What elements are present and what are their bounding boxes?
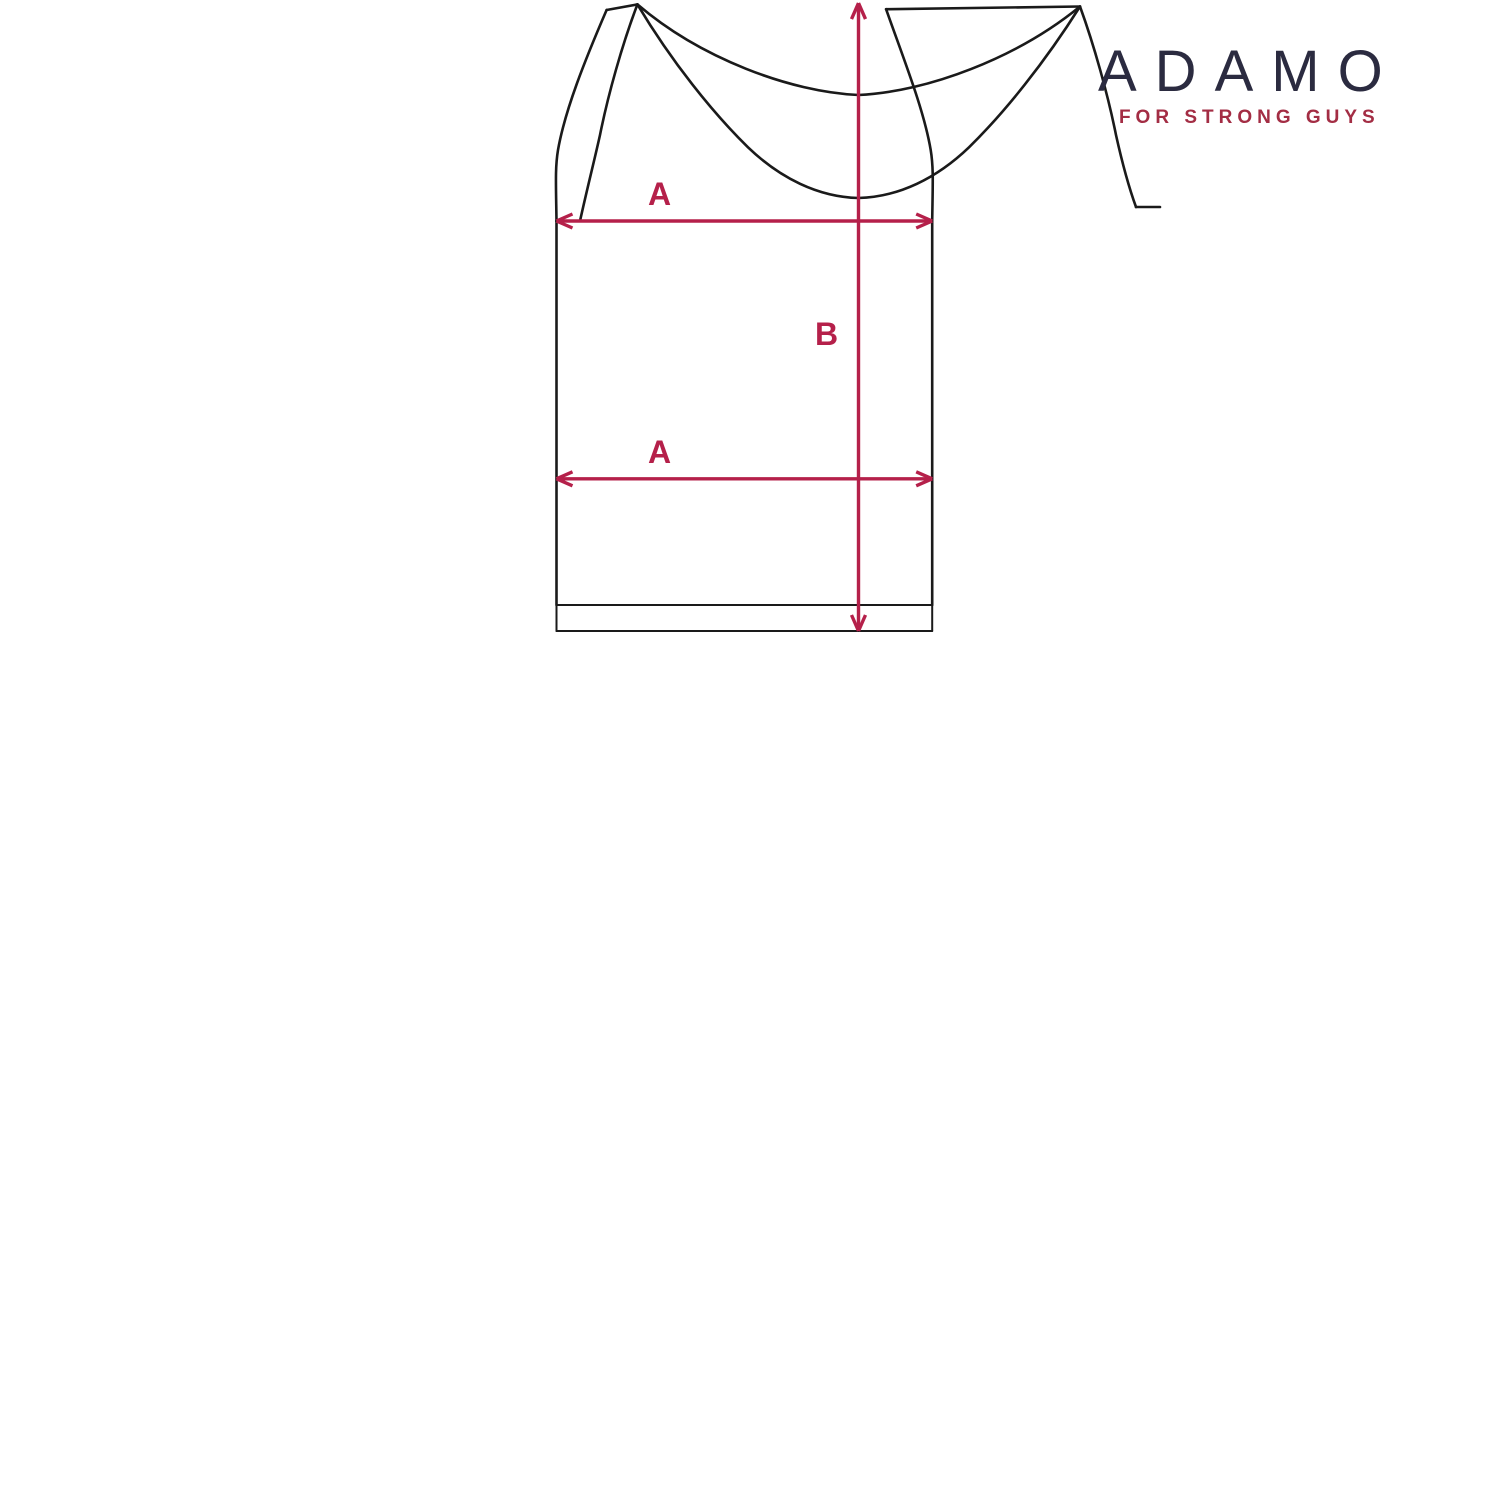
svg-text:B: B	[815, 316, 838, 352]
svg-text:A: A	[648, 176, 671, 212]
svg-text:A: A	[648, 434, 671, 470]
